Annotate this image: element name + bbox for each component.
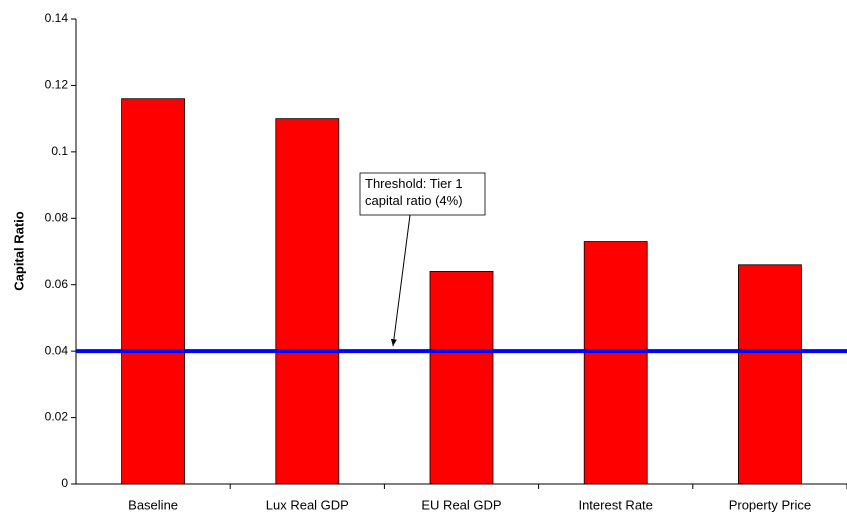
bar bbox=[738, 264, 802, 485]
annotation-line: Threshold: Tier 1 bbox=[365, 176, 463, 191]
y-tick-label: 0.14 bbox=[45, 11, 69, 25]
y-tick-label: 0 bbox=[61, 476, 68, 490]
bar bbox=[583, 241, 648, 485]
y-tick-label: 0.04 bbox=[45, 343, 69, 357]
annotation-arrow bbox=[390, 214, 411, 347]
x-tick-label: Interest Rate bbox=[578, 497, 652, 512]
y-tick-label: 0.06 bbox=[45, 277, 69, 291]
y-axis-label: Capital Ratio bbox=[11, 211, 26, 291]
x-tick-label: EU Real GDP bbox=[421, 497, 501, 512]
bar bbox=[429, 271, 494, 485]
y-tick-label: 0.12 bbox=[45, 78, 69, 92]
annotation-box bbox=[359, 172, 486, 216]
y-tick-label: 0.02 bbox=[45, 410, 69, 424]
annotation-line: capital ratio (4%) bbox=[365, 193, 463, 208]
y-tick-label: 0.08 bbox=[45, 210, 69, 224]
x-tick-label: Lux Real GDP bbox=[266, 497, 349, 512]
x-tick-label: Baseline bbox=[128, 497, 178, 512]
bar bbox=[121, 98, 185, 485]
bar bbox=[275, 118, 340, 485]
y-tick-label: 0.1 bbox=[51, 144, 68, 158]
annotation: Threshold: Tier 1 capital ratio (4%) bbox=[365, 176, 463, 208]
x-tick-label: Property Price bbox=[729, 497, 811, 512]
